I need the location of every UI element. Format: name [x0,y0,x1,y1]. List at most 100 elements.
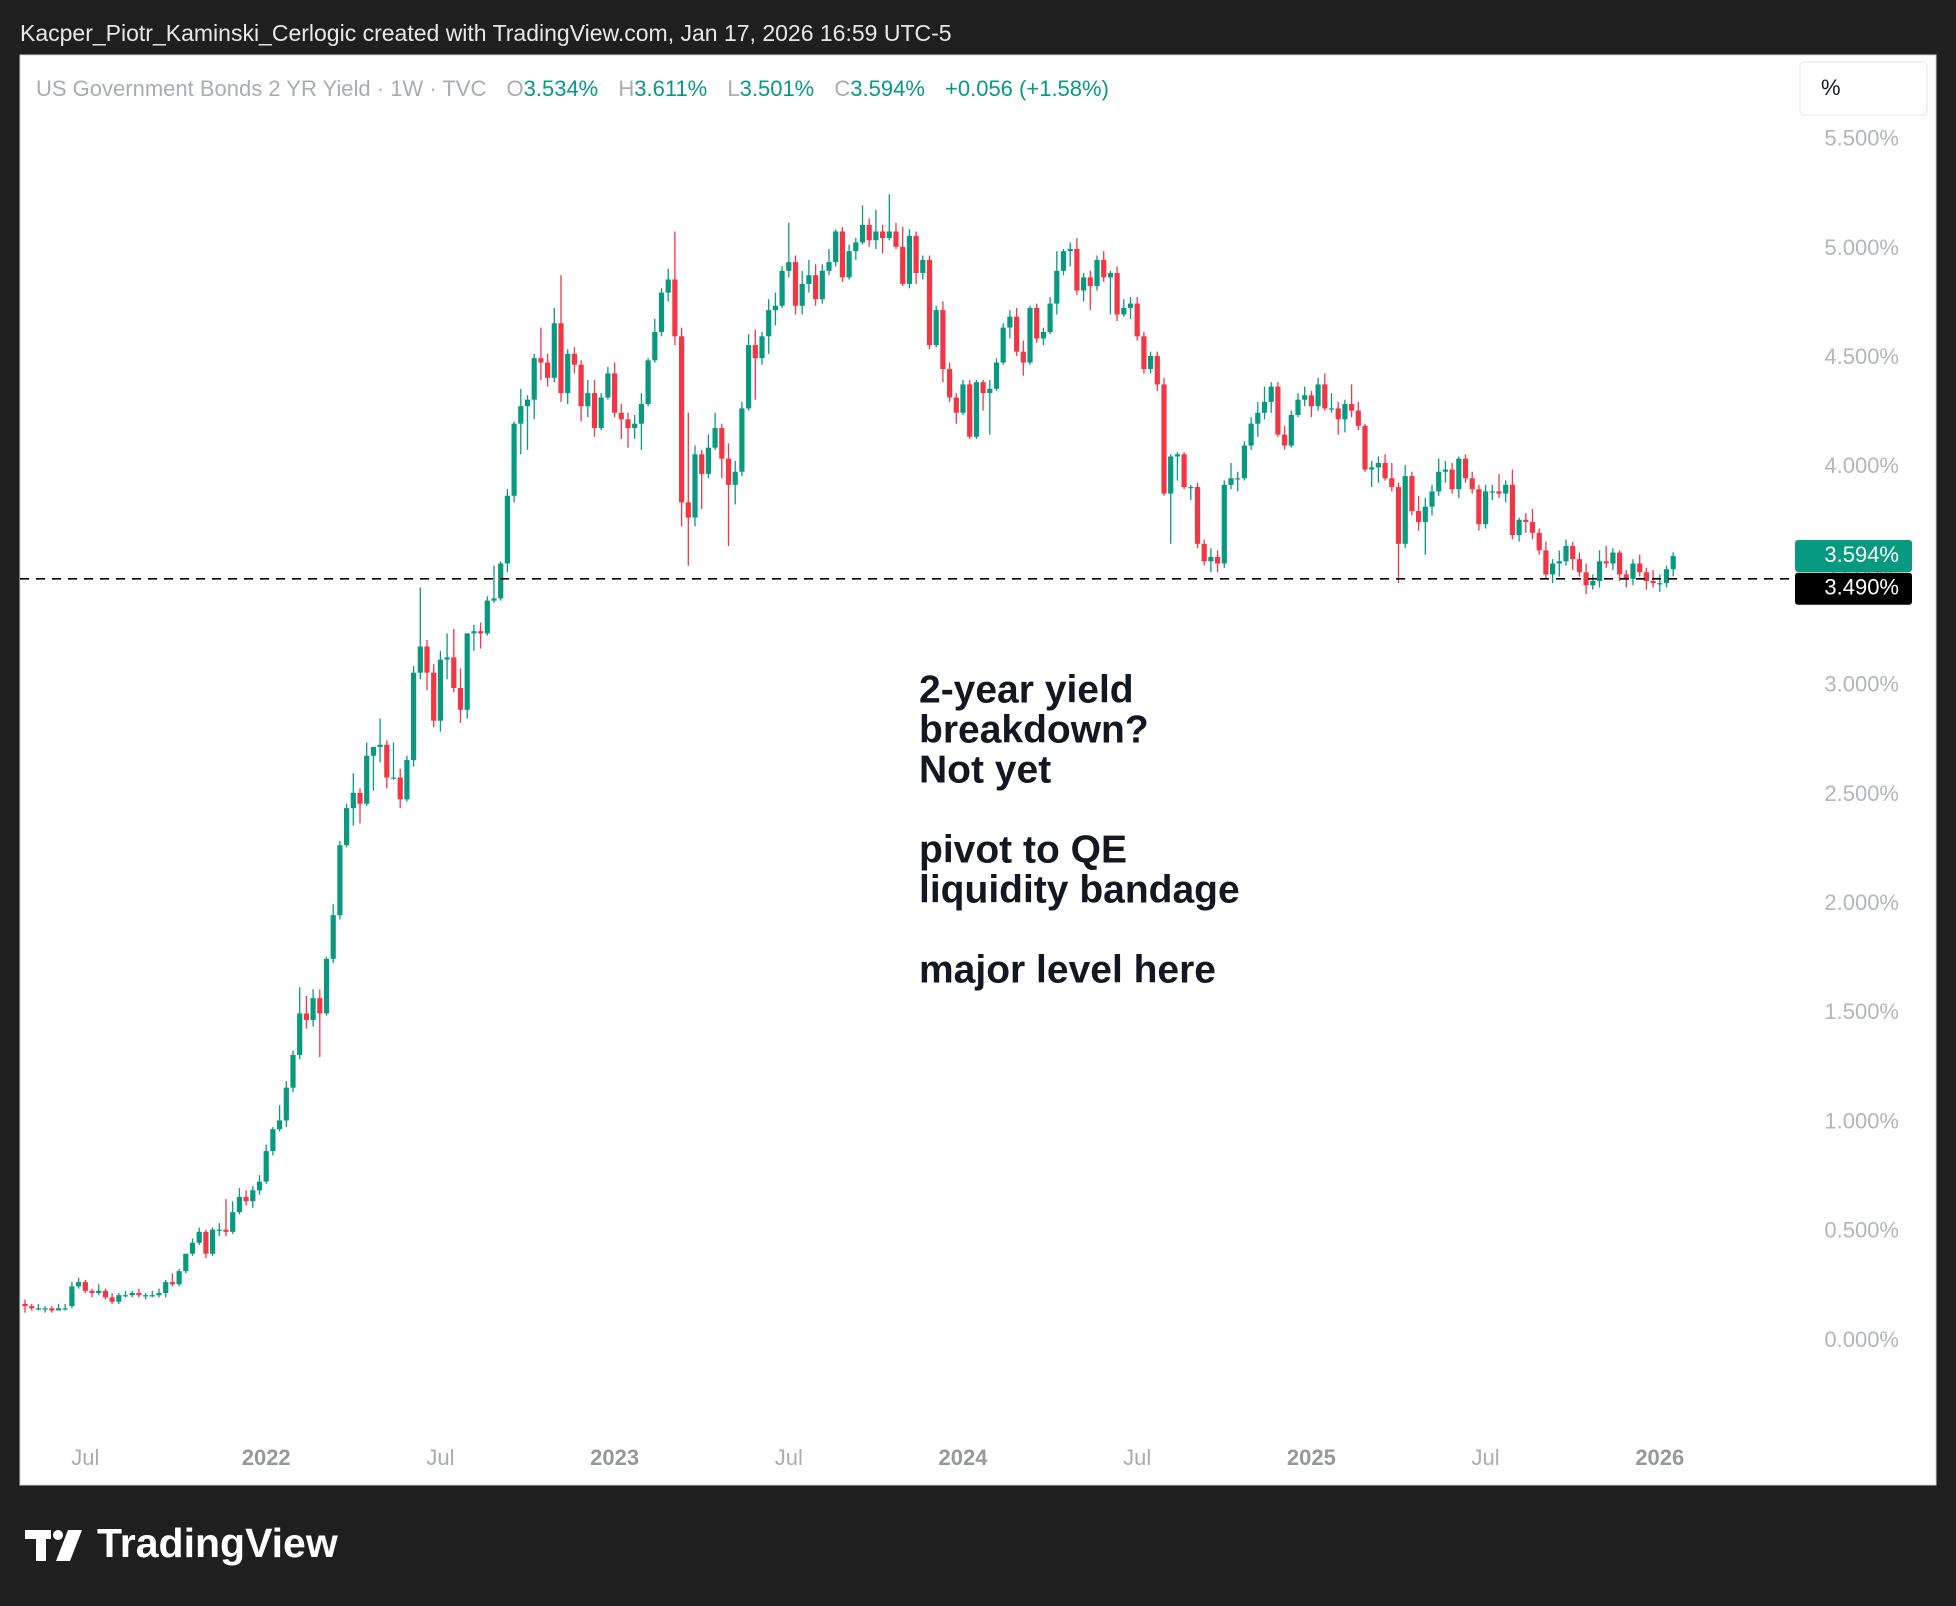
candle-body [826,262,832,271]
candle-body [591,393,598,429]
y-tick-label: 0.000% [1824,1327,1899,1352]
candle-body [880,231,886,239]
candle-body [692,454,698,518]
candle-body [1014,316,1020,352]
candle-body [1295,399,1301,415]
candle-body [236,1196,242,1213]
candle-body [1087,277,1093,287]
candle-body [1047,303,1053,332]
candle-body [1342,404,1348,420]
header: Kacper_Piotr_Kaminski_Cerlogic created w… [20,20,952,46]
candle-body [752,345,758,359]
candle-body [625,419,631,429]
candle-body [1168,456,1174,494]
candle-body [558,323,564,394]
candle-body [330,915,336,959]
y-tick-label: 0.500% [1824,1218,1899,1243]
candle-body [933,310,939,346]
candle-body [953,397,959,413]
candle-body [303,1013,309,1020]
candle-body [122,1295,129,1297]
candle-body [1456,458,1462,490]
candle-body [451,657,457,688]
symbol: US Government Bonds 2 YR Yield · 1W · TV… [36,76,487,101]
candle-body [1302,395,1308,400]
x-tick-label: 2023 [590,1445,639,1470]
candle-body [1060,251,1067,271]
candle-body [792,262,799,306]
legend-key: C [834,76,851,101]
candle-body [344,808,350,846]
candle-body [993,362,1000,389]
candle-body [571,353,577,365]
candle-body [973,382,979,437]
candle-body [1637,563,1643,573]
candle-body [411,672,417,761]
legend-value: 3.611% [634,76,708,101]
candle-body [980,382,986,394]
legend-change: +0.056 (+1.58%) [945,76,1109,101]
candle-body [1617,552,1623,575]
candle-body [1643,572,1649,581]
candle-body [759,336,765,359]
logo-slash [56,1530,82,1561]
candle-body [612,373,618,413]
candle-body [424,646,430,673]
candle-body [913,235,919,273]
scale-button-label[interactable]: % [1821,75,1841,100]
candle-body [893,231,899,247]
candle-body [1489,491,1495,493]
candle-body [598,397,604,429]
candle-body [76,1282,82,1287]
candle-body [746,345,752,409]
candle-body [1650,580,1656,584]
candle-body [136,1293,142,1296]
legend: US Government Bonds 2 YR Yield · 1W · TV… [36,74,1109,104]
candle-body [1449,469,1455,490]
candle-body [1288,414,1294,446]
candle-body [1107,272,1113,278]
candle-body [1442,469,1448,472]
candle-body [270,1129,276,1152]
candle-body [1476,489,1482,525]
candle-body [947,369,953,398]
scale-button[interactable] [1799,61,1928,116]
candle-body [471,631,477,634]
x-tick-label: Jul [426,1445,454,1470]
candle-body [384,744,390,778]
candle-body [1436,471,1442,492]
candle-body [565,353,571,394]
candle-body [1395,487,1402,544]
candle-body [29,1306,35,1309]
y-tick-label: 1.500% [1824,999,1899,1024]
candle-body [1034,307,1040,339]
y-tick-label: 4.500% [1824,344,1899,369]
candle-body [1570,546,1576,560]
candle-body [196,1231,202,1243]
candle-body [250,1190,256,1202]
candle-body [658,292,665,332]
candle-body [1375,463,1381,468]
candle-body [1469,478,1475,490]
candle-body [524,399,531,407]
candle-body [1663,569,1670,584]
y-tick-label: 1.000% [1824,1108,1899,1133]
candle-body [1067,248,1073,252]
candle-body [323,958,330,1014]
candle-body [89,1290,95,1294]
candle-body [866,224,872,241]
candle-body [1603,561,1609,564]
logo-stem [36,1530,46,1561]
candle-body [1208,556,1214,562]
candle-body [464,633,470,710]
candle-body [926,259,933,346]
candle-body [739,408,745,472]
annotation-line: pivot to QE [919,828,1127,871]
candle-body [1576,559,1582,573]
y-tick-label: 5.500% [1824,126,1899,151]
candle-body [1101,259,1107,278]
candle-body [1241,445,1247,479]
candle-body [920,259,926,273]
candle-body [1027,307,1033,363]
